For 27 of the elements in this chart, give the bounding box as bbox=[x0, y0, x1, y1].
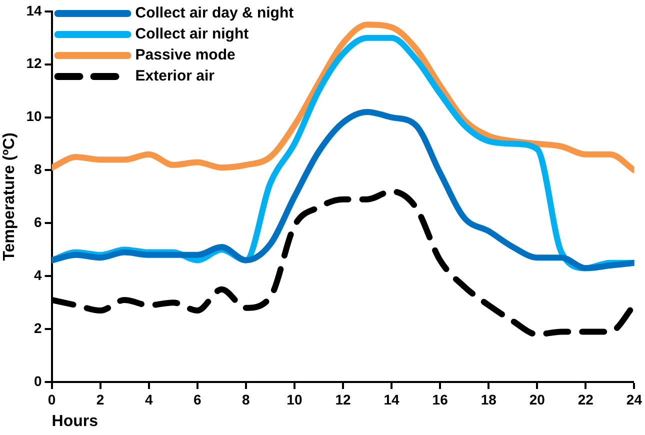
y-tick-label: 10 bbox=[26, 108, 42, 124]
x-tick-label: 6 bbox=[193, 391, 202, 408]
x-tick-label: 8 bbox=[242, 391, 250, 408]
x-tick-label: 2 bbox=[96, 391, 104, 408]
legend-label: Collect air day & night bbox=[135, 4, 294, 22]
x-tick-label: 0 bbox=[48, 391, 56, 408]
x-tick-label: 14 bbox=[384, 391, 400, 408]
x-tick-label: 18 bbox=[480, 391, 497, 408]
y-tick-label: 14 bbox=[26, 2, 42, 18]
y-tick-label: 2 bbox=[34, 320, 42, 336]
y-tick-label: 6 bbox=[34, 214, 42, 230]
y-tick-label: 8 bbox=[34, 161, 42, 178]
x-tick-label: 10 bbox=[286, 391, 302, 408]
x-tick-label: 24 bbox=[626, 391, 642, 408]
y-tick-label: 4 bbox=[34, 266, 42, 283]
legend-label: Passive mode bbox=[135, 46, 236, 64]
y-tick-label: 12 bbox=[26, 55, 42, 72]
x-axis-title: Hours bbox=[52, 412, 98, 430]
x-tick-label: 16 bbox=[432, 391, 448, 408]
legend-label: Collect air night bbox=[135, 26, 249, 43]
x-tick-label: 22 bbox=[578, 391, 594, 408]
y-tick-label: 0 bbox=[34, 372, 42, 389]
x-tick-label: 4 bbox=[144, 391, 153, 408]
x-tick-label: 20 bbox=[529, 391, 546, 408]
legend-label: Exterior air bbox=[135, 68, 215, 85]
y-axis-title: Temperature (ºC) bbox=[1, 132, 18, 261]
x-tick-label: 12 bbox=[335, 391, 351, 408]
